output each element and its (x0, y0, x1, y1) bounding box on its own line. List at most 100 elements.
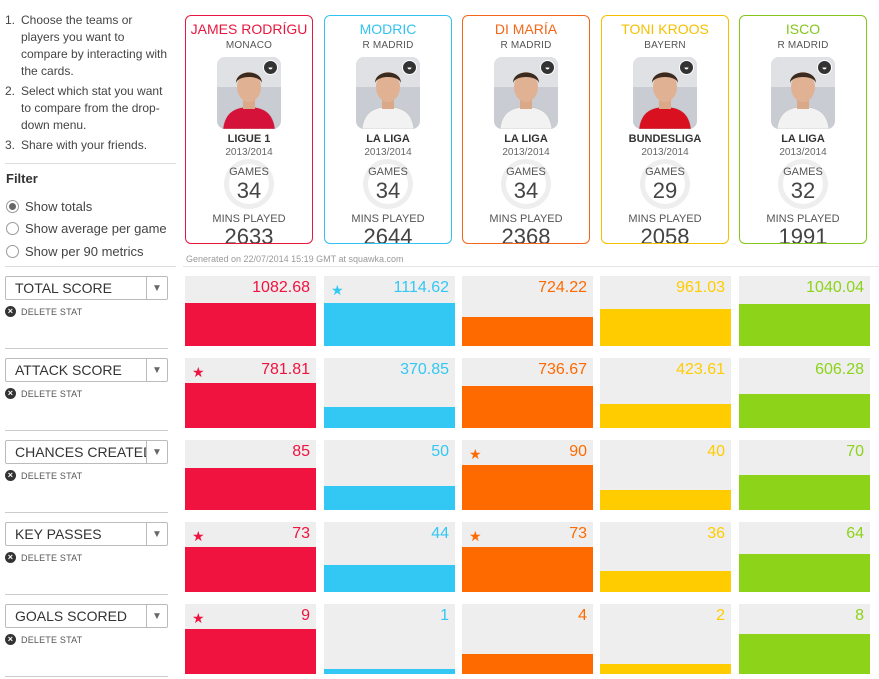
stat-value: 36 (707, 525, 725, 542)
stat-bar (185, 629, 316, 674)
stat-dropdown[interactable]: KEY PASSES ▼ (5, 522, 168, 546)
stat-bar (600, 490, 731, 510)
player-card[interactable]: MODRIC R MADRID ◒ LA LIGA 2013/2014 GAME… (324, 15, 452, 244)
player-league: LA LIGA (781, 133, 825, 145)
mins-label: MINS PLAYED (351, 213, 425, 225)
stat-selector: ATTACK SCORE ▼ × DELETE STAT (5, 358, 168, 399)
stat-value: 50 (431, 443, 449, 460)
player-season: 2013/2014 (641, 147, 689, 158)
chevron-down-icon[interactable]: ▼ (146, 277, 167, 299)
stat-cell: 370.85 (324, 358, 455, 428)
radio-button[interactable] (6, 245, 19, 258)
stat-dropdown[interactable]: TOTAL SCORE ▼ (5, 276, 168, 300)
stat-value: 40 (707, 443, 725, 460)
divider (5, 512, 168, 513)
player-card[interactable]: TONI KROOS BAYERN ◒ BUNDESLIGA 2013/2014… (601, 15, 729, 244)
stat-value: 370.85 (400, 361, 449, 378)
stat-dropdown[interactable]: CHANCES CREATED ▼ (5, 440, 168, 464)
filter-option-per90[interactable]: Show per 90 metrics (6, 244, 144, 259)
radio-button[interactable] (6, 222, 19, 235)
stat-cell: 724.22 (462, 276, 593, 346)
stat-bar (324, 669, 455, 674)
delete-stat-button[interactable]: × DELETE STAT (5, 306, 168, 317)
stat-dropdown-value: ATTACK SCORE (15, 362, 122, 378)
stat-cell: 70 (739, 440, 870, 510)
stat-value: 64 (846, 525, 864, 542)
radio-button[interactable] (6, 200, 19, 213)
stat-bar (462, 547, 593, 592)
mins-value: 2644 (363, 224, 413, 244)
stat-cell: 423.61 (600, 358, 731, 428)
filter-option-average[interactable]: Show average per game (6, 221, 167, 236)
stat-selector: CHANCES CREATED ▼ × DELETE STAT (5, 440, 168, 481)
instructions-list: 1. Choose the teams or players you want t… (5, 12, 173, 157)
games-gauge: GAMES 34 (219, 159, 279, 210)
stat-cell: 8 (739, 604, 870, 674)
stat-bar (324, 407, 455, 428)
player-club: R MADRID (500, 40, 552, 51)
player-card[interactable]: ISCO R MADRID ◒ LA LIGA 2013/2014 GAMES … (739, 15, 867, 244)
star-icon: ★ (469, 528, 482, 544)
delete-stat-label: DELETE STAT (21, 306, 83, 317)
stat-dropdown[interactable]: ATTACK SCORE ▼ (5, 358, 168, 382)
chevron-down-icon[interactable]: ▼ (146, 359, 167, 381)
player-card[interactable]: DI MARÍA R MADRID ◒ LA LIGA 2013/2014 GA… (462, 15, 590, 244)
games-value: 29 (652, 178, 678, 203)
star-icon: ★ (192, 610, 205, 626)
mins-label: MINS PLAYED (489, 213, 563, 225)
squawka-icon: ◒ (402, 60, 417, 75)
games-value: 34 (236, 178, 262, 203)
stat-cell: 64 (739, 522, 870, 592)
stat-cell: 1 (324, 604, 455, 674)
games-label: GAMES (506, 166, 546, 178)
close-icon: × (5, 552, 16, 563)
delete-stat-label: DELETE STAT (21, 552, 83, 563)
delete-stat-button[interactable]: × DELETE STAT (5, 470, 168, 481)
stat-bar (739, 394, 870, 428)
games-value: 34 (513, 178, 539, 203)
generated-note: Generated on 22/07/2014 15:19 GMT at squ… (186, 254, 404, 264)
player-season: 2013/2014 (502, 147, 550, 158)
stat-cell: 736.67 (462, 358, 593, 428)
player-photo: ◒ (356, 57, 420, 129)
delete-stat-button[interactable]: × DELETE STAT (5, 388, 168, 399)
delete-stat-button[interactable]: × DELETE STAT (5, 552, 168, 563)
divider (5, 430, 168, 431)
games-ring (501, 159, 551, 209)
divider (5, 594, 168, 595)
stat-bar (462, 465, 593, 510)
divider (5, 266, 176, 267)
player-season: 2013/2014 (779, 147, 827, 158)
chevron-down-icon[interactable]: ▼ (146, 605, 167, 627)
player-club: R MADRID (777, 40, 829, 51)
stat-value: 85 (292, 443, 310, 460)
stat-dropdown[interactable]: GOALS SCORED ▼ (5, 604, 168, 628)
stat-dropdown-value: TOTAL SCORE (15, 280, 112, 296)
games-ring (363, 159, 413, 209)
player-photo: ◒ (771, 57, 835, 129)
mins-value: 2368 (501, 224, 551, 244)
stat-bar (739, 634, 870, 674)
player-name: TONI KROOS (621, 21, 709, 37)
player-photo: ◒ (633, 57, 697, 129)
filter-option-totals[interactable]: Show totals (6, 199, 92, 214)
stat-value: 44 (431, 525, 449, 542)
delete-stat-label: DELETE STAT (21, 388, 83, 399)
delete-stat-button[interactable]: × DELETE STAT (5, 634, 168, 645)
chevron-down-icon[interactable]: ▼ (146, 523, 167, 545)
stat-dropdown-value: CHANCES CREATED (15, 444, 146, 460)
player-name: DI MARÍA (494, 21, 558, 37)
stat-selector: KEY PASSES ▼ × DELETE STAT (5, 522, 168, 563)
mins-value: 1991 (778, 224, 828, 244)
star-icon: ★ (331, 282, 344, 298)
chevron-down-icon[interactable]: ▼ (146, 441, 167, 463)
delete-stat-label: DELETE STAT (21, 470, 83, 481)
player-league: BUNDESLIGA (628, 133, 702, 145)
star-icon: ★ (192, 528, 205, 544)
stat-cell: 1082.68 (185, 276, 316, 346)
stat-cell: ★ 9 (185, 604, 316, 674)
close-icon: × (5, 306, 16, 317)
stat-bar (324, 565, 455, 592)
player-card[interactable]: JAMES RODRÍGU MONACO ◒ LIGUE 1 2013/2014… (185, 15, 313, 244)
stat-value: 2 (716, 607, 725, 624)
